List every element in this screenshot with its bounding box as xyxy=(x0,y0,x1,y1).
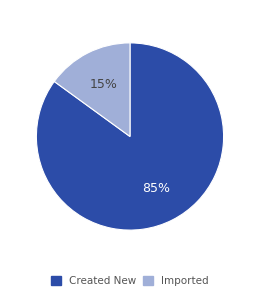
Text: 85%: 85% xyxy=(142,182,170,195)
Wedge shape xyxy=(54,43,130,137)
Wedge shape xyxy=(36,43,224,230)
Legend: Created New, Imported: Created New, Imported xyxy=(47,272,213,290)
Text: 15%: 15% xyxy=(90,78,118,91)
